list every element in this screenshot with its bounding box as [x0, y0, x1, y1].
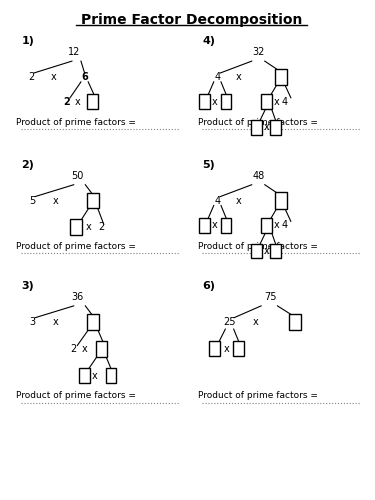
Bar: [70, 220, 82, 235]
Text: 4): 4): [202, 36, 215, 46]
Text: Product of prime factors =: Product of prime factors =: [198, 392, 318, 400]
Text: 32: 32: [252, 47, 264, 57]
Text: x: x: [274, 96, 280, 106]
Bar: [251, 244, 262, 258]
Bar: [261, 94, 272, 109]
Text: 4: 4: [214, 72, 220, 82]
Text: 4: 4: [282, 220, 288, 230]
Text: 12: 12: [68, 47, 80, 57]
Bar: [289, 314, 301, 330]
Bar: [275, 69, 287, 85]
Bar: [87, 314, 99, 330]
Text: 5): 5): [202, 160, 215, 170]
Text: Product of prime factors =: Product of prime factors =: [16, 118, 135, 127]
Text: 6: 6: [81, 72, 88, 82]
Text: 1): 1): [21, 36, 34, 46]
Bar: [96, 341, 107, 357]
Text: 3): 3): [21, 281, 34, 291]
Text: x: x: [236, 72, 242, 82]
Text: x: x: [236, 196, 242, 205]
Text: Product of prime factors =: Product of prime factors =: [16, 242, 135, 250]
Text: x: x: [53, 316, 58, 326]
Text: x: x: [264, 122, 270, 132]
Text: 50: 50: [71, 171, 84, 181]
Text: x: x: [224, 344, 230, 354]
Bar: [87, 94, 98, 109]
Bar: [275, 192, 287, 208]
Text: x: x: [53, 196, 58, 205]
Text: Prime Factor Decomposition: Prime Factor Decomposition: [81, 13, 302, 27]
Text: 4: 4: [214, 196, 220, 205]
Text: x: x: [86, 222, 91, 232]
Text: 2): 2): [21, 160, 34, 170]
Bar: [233, 342, 244, 356]
Text: x: x: [92, 370, 98, 380]
Bar: [251, 120, 262, 135]
Text: 6): 6): [202, 281, 215, 291]
Text: x: x: [212, 220, 218, 230]
Text: x: x: [274, 220, 280, 230]
Text: 25: 25: [223, 316, 236, 326]
Text: x: x: [75, 96, 80, 106]
Text: 4: 4: [282, 96, 288, 106]
Text: Product of prime factors =: Product of prime factors =: [16, 392, 135, 400]
Text: Product of prime factors =: Product of prime factors =: [198, 118, 318, 127]
Text: 2: 2: [28, 72, 34, 82]
Bar: [105, 368, 116, 383]
Text: Product of prime factors =: Product of prime factors =: [198, 242, 318, 250]
Bar: [209, 342, 220, 356]
Text: 5: 5: [29, 196, 35, 205]
Text: 36: 36: [71, 292, 84, 302]
Bar: [220, 94, 231, 109]
Text: x: x: [82, 344, 87, 354]
Text: 2: 2: [63, 96, 70, 106]
Text: x: x: [253, 316, 259, 326]
Text: x: x: [212, 96, 218, 106]
Text: 2: 2: [99, 222, 105, 232]
Bar: [79, 368, 90, 383]
Bar: [199, 94, 210, 109]
Bar: [199, 218, 210, 232]
Text: 2: 2: [70, 344, 77, 354]
Bar: [270, 120, 281, 135]
Text: 75: 75: [264, 292, 276, 302]
Text: x: x: [264, 246, 270, 256]
Bar: [87, 192, 99, 208]
Bar: [261, 218, 272, 232]
Text: 48: 48: [252, 171, 264, 181]
Bar: [270, 244, 281, 258]
Text: 3: 3: [29, 316, 35, 326]
Bar: [220, 218, 231, 232]
Text: x: x: [50, 72, 56, 82]
